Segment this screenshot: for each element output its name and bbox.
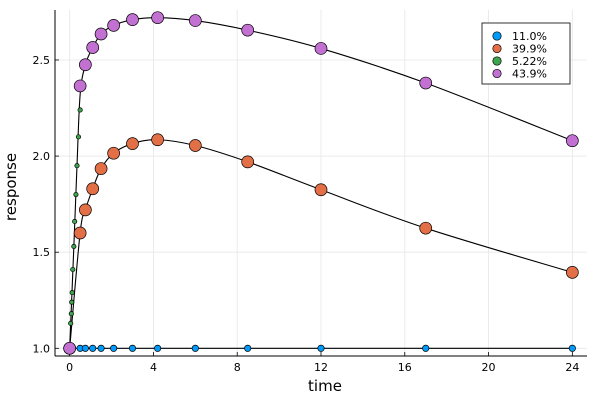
data-point [565,134,579,148]
data-point [191,344,199,352]
data-point [89,344,97,352]
data-point [63,341,77,355]
data-point [154,344,162,352]
data-point [314,42,328,55]
data-point [151,11,164,25]
data-point [86,41,100,54]
legend-label: 5.22% [512,55,547,68]
data-point [126,13,139,26]
x-tick-label: 24 [565,361,579,374]
y-tick-label: 2.0 [33,150,51,163]
data-point [73,191,79,198]
data-point [188,139,202,152]
legend-marker [492,56,502,66]
data-point [94,27,108,41]
data-point [81,344,89,352]
data-point [126,137,139,150]
data-point [97,344,105,352]
data-point [73,226,87,240]
x-tick-label: 0 [66,361,73,374]
legend-label: 11.0% [512,30,547,43]
legend-marker [492,43,502,54]
data-points [63,11,579,355]
data-point [241,155,255,169]
x-tick-label: 16 [398,361,412,374]
y-axis-title: response [2,153,20,221]
data-point [79,58,92,72]
x-tick-label: 8 [234,361,241,374]
x-tick-label: 4 [150,361,157,374]
data-point [419,76,433,90]
y-tick-label: 2.5 [33,54,51,67]
data-point [75,134,82,140]
legend-label: 43.9% [512,68,547,81]
data-point [79,203,92,217]
data-point [86,182,100,196]
data-point [68,311,74,317]
data-point [317,344,325,352]
data-point [568,344,576,352]
data-point [70,266,76,273]
data-point [72,218,78,224]
data-point [422,344,430,352]
data-point [68,320,74,326]
data-point [244,344,252,352]
legend: 11.0%39.9%5.22%43.9% [481,22,571,85]
x-axis-title: time [308,377,342,395]
data-point [107,19,120,32]
x-tick-label: 12 [314,361,328,374]
legend-marker [492,68,502,79]
data-point [188,14,202,27]
data-point [314,183,328,197]
x-tick-label: 20 [482,361,496,374]
data-point [110,344,118,352]
data-point [77,107,83,113]
tick-labels: 0 4 8 12 16 20 24 1.0 1.5 2.0 2.5 [33,54,580,374]
data-point [419,221,433,235]
data-point [94,162,108,175]
legend-label: 39.9% [512,43,547,56]
data-point [241,23,255,37]
y-tick-label: 1.5 [33,246,51,259]
y-tick-label: 1.0 [33,342,51,355]
data-point [107,146,120,160]
data-point [128,344,137,352]
data-point [69,290,75,296]
plot-frame [54,10,587,357]
data-point [151,133,164,147]
data-point [69,299,75,305]
data-point [565,266,579,279]
legend-marker [492,31,502,41]
data-point [74,163,80,169]
data-point [71,243,77,249]
data-point [73,79,87,93]
